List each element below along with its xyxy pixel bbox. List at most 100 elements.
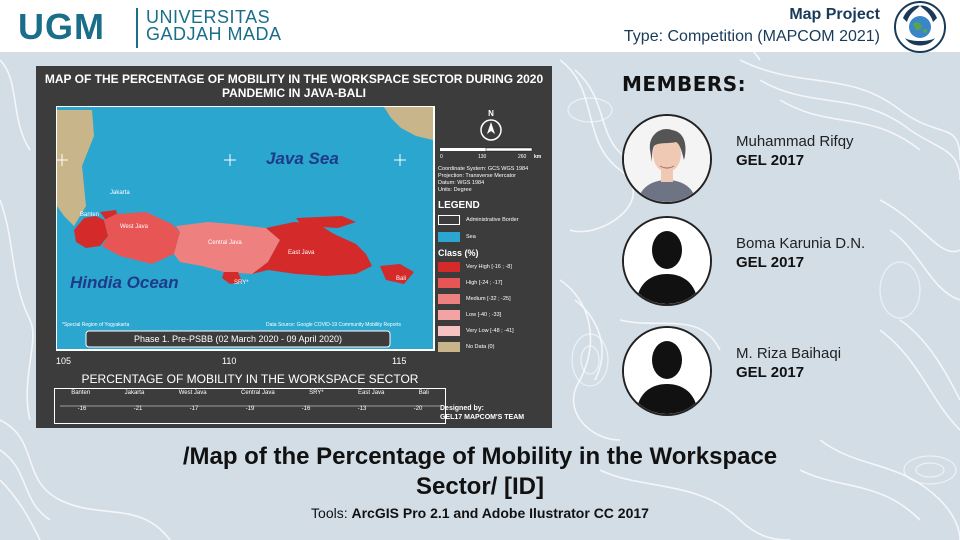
legend-row-sea: Sea: [438, 232, 548, 242]
scale-unit: km: [534, 154, 542, 160]
class-row: Very High [-16 ; -8]: [438, 262, 548, 272]
member-name: Boma Karunia D.N.: [736, 235, 866, 252]
north-arrow-icon: N: [480, 109, 502, 141]
class-row: Very Low [-48 ; -41]: [438, 326, 548, 336]
region-label-bali: Bali: [396, 276, 406, 282]
map-title-line2: PANDEMIC IN JAVA-BALI: [222, 86, 366, 100]
lon-label-115: 115: [392, 356, 406, 366]
table-header-row: Banten Jakarta West Java Central Java SR…: [54, 390, 446, 396]
caption-line1: /Map of the Percentage of Mobility in th…: [182, 443, 778, 470]
class-swatch: [438, 326, 460, 336]
legend-label-border: Administrative Border: [466, 217, 519, 223]
member-card: Muhammad Rifqy GEL 2017: [622, 114, 942, 204]
members-title: MEMBERS:: [622, 72, 747, 96]
table-header-cell: West Java: [178, 390, 207, 396]
table-value-cell: -16: [301, 406, 311, 412]
region-label-west-java: West Java: [120, 224, 149, 230]
designed-by: Designed by: GEL17 MAPCOM'S TEAM: [440, 404, 524, 422]
designed-by-label: Designed by:: [440, 405, 484, 412]
globe-emblem-icon: [894, 1, 946, 53]
scale-260: 260: [518, 154, 527, 160]
data-source: Data Source: Google COVID-19 Community M…: [266, 322, 402, 328]
region-banten: [74, 216, 108, 248]
scale-bar: 0 130 260 km: [440, 147, 542, 160]
table-header-cell: East Java: [358, 390, 385, 396]
class-swatch: [438, 294, 460, 304]
tools-value: ArcGIS Pro 2.1 and Adobe Ilustrator CC 2…: [351, 505, 649, 521]
class-label: Medium [-32 ; -25]: [466, 296, 511, 302]
caption-line2: Sector/ [ID]: [415, 473, 544, 500]
designed-by-team: GEL17 MAPCOM'S TEAM: [440, 414, 525, 421]
person-silhouette-icon: [624, 218, 710, 304]
avatar: [622, 326, 712, 416]
class-label: Very High [-16 ; -8]: [466, 264, 512, 270]
region-label-central-java: Central Java: [208, 240, 242, 246]
lon-label-110: 110: [222, 356, 236, 366]
project-title: Map Project: [789, 6, 880, 23]
map-title-line1: MAP OF THE PERCENTAGE OF MOBILITY IN THE…: [44, 72, 544, 86]
avatar: [622, 114, 712, 204]
coord-line-4: Units: Degree: [438, 187, 472, 193]
class-row: High [-24 ; -17]: [438, 278, 548, 288]
class-label: No Data (0): [466, 344, 495, 350]
scale-130: 130: [478, 154, 487, 160]
tools-line: Tools: ArcGIS Pro 2.1 and Adobe Ilustrat…: [40, 505, 920, 521]
coord-info: Coordinate System: GCS WGS 1984 Projecti…: [438, 166, 548, 194]
university-line2: GADJAH MADA: [146, 24, 282, 44]
table-header-cell: Central Java: [240, 390, 275, 396]
region-sry: [222, 272, 242, 284]
class-label: Low [-40 ; -33]: [466, 312, 502, 318]
legend-row-border: Administrative Border: [438, 215, 548, 225]
graticule-crosses: [56, 154, 406, 166]
header-bar: UGM UNIVERSITAS GADJAH MADA Map Project …: [0, 0, 960, 53]
legend-title: LEGEND: [438, 200, 480, 211]
class-row: No Data (0): [438, 342, 548, 352]
class-swatch: [438, 262, 460, 272]
region-label-banten: Banten: [80, 212, 99, 218]
region-label-east-java: East Java: [288, 250, 315, 256]
legend-label-sea: Sea: [466, 234, 476, 240]
member-group: GEL 2017: [736, 152, 805, 169]
table-header-cell: Bali: [418, 390, 429, 396]
table-value-cell: -21: [133, 406, 143, 412]
class-row: Medium [-32 ; -25]: [438, 294, 548, 304]
table-value-cell: -13: [357, 406, 367, 412]
region-east-java: [252, 222, 372, 276]
table-value-cell: -20: [413, 406, 423, 412]
university-line1: UNIVERSITAS: [146, 7, 271, 27]
java-bali-map: Java Sea Hindia Ocean -5 Jakarta Banten …: [56, 106, 435, 366]
region-label-jakarta: Jakarta: [110, 190, 130, 196]
coord-line-2: Projection: Transverse Mercator: [438, 173, 516, 179]
table-value-cell: -17: [189, 406, 199, 412]
table-header-cell: SRY*: [309, 390, 324, 396]
project-type: Type: Competition (MAPCOM 2021): [623, 28, 880, 45]
svg-text:N: N: [488, 109, 494, 118]
region-label-sry: SRY*: [234, 280, 249, 286]
region-west-java: [102, 212, 180, 264]
class-swatch: [438, 278, 460, 288]
legend-panel: N 0 130 260 km Coordinate System: GCS WG…: [438, 108, 548, 352]
class-label: Very Low [-48 ; -41]: [466, 328, 514, 334]
class-list: Very High [-16 ; -8] High [-24 ; -17] Me…: [438, 262, 548, 352]
member-group: GEL 2017: [736, 364, 805, 381]
legend-swatch-border: [438, 215, 460, 225]
member-name: Muhammad Rifqy: [736, 133, 854, 150]
table-value-row: -16 -21 -17 -19 -16 -13 -20: [54, 406, 446, 412]
class-row: Low [-40 ; -33]: [438, 310, 548, 320]
phase-label: Phase 1. Pre-PSBB (02 March 2020 - 09 Ap…: [134, 334, 342, 344]
person-illustration-icon: [624, 116, 710, 202]
class-title: Class (%): [438, 248, 479, 258]
sumatra-nodata: [57, 110, 94, 226]
class-label: High [-24 ; -17]: [466, 280, 503, 286]
coord-line-1: Coordinate System: GCS WGS 1984: [438, 166, 529, 172]
region-madura: [296, 216, 356, 228]
lon-label-105: 105: [56, 356, 71, 366]
table-header-cell: Banten: [71, 390, 91, 396]
tools-prefix: Tools:: [311, 505, 352, 521]
slide-caption: /Map of the Percentage of Mobility in th…: [40, 442, 920, 502]
class-swatch: [438, 310, 460, 320]
coord-line-3: Datum: WGS 1984: [438, 180, 485, 186]
table-title: PERCENTAGE OF MOBILITY IN THE WORKSPACE …: [81, 372, 419, 386]
region-central-java: [174, 222, 280, 274]
